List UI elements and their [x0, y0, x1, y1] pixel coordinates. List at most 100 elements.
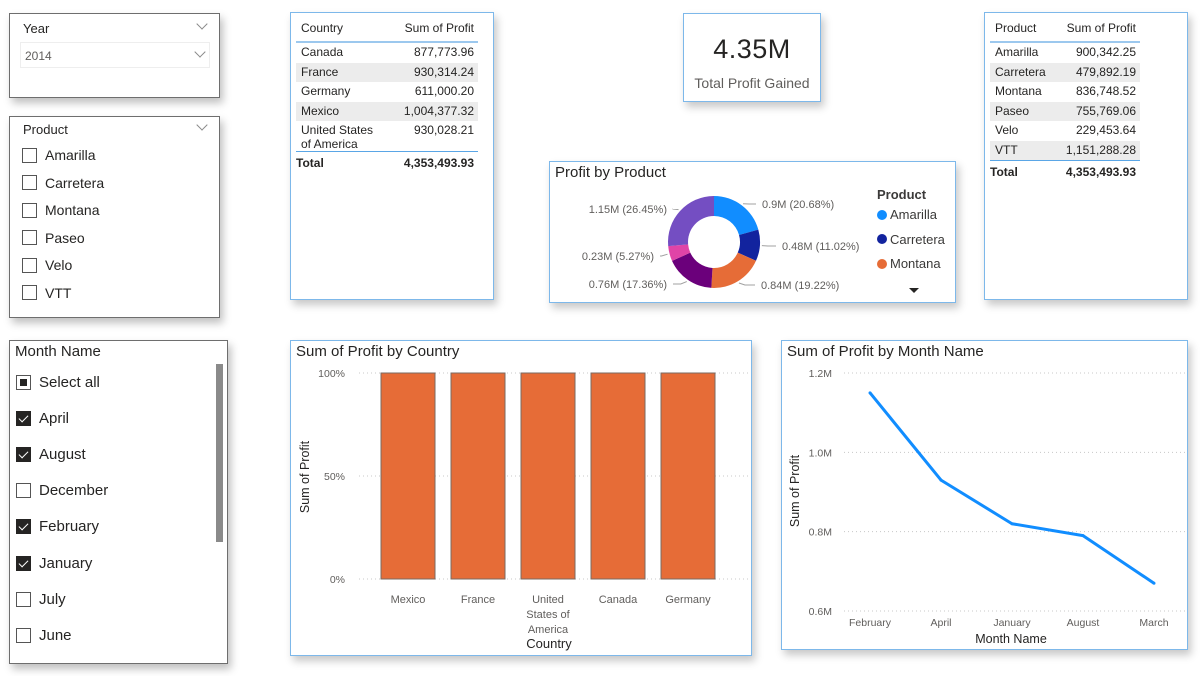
month-option[interactable]: December: [16, 481, 108, 501]
chevron-down-icon: [194, 46, 206, 58]
bar-germany[interactable]: [660, 372, 716, 580]
table-row: Montana 836,748.52: [990, 82, 1140, 102]
data-point[interactable]: [1081, 534, 1085, 538]
donut-slice-amarilla[interactable]: [714, 196, 759, 236]
product-slicer-title: Product: [23, 122, 68, 137]
checkbox[interactable]: [22, 202, 37, 218]
product-option[interactable]: VTT: [22, 283, 71, 303]
line-series[interactable]: [868, 391, 1155, 585]
year-slicer: Year 2014: [9, 13, 220, 98]
y-tick-label: 0%: [330, 574, 345, 586]
product-option[interactable]: Velo: [22, 255, 72, 275]
column-header[interactable]: Sum of Profit: [404, 21, 474, 35]
product-profit-table: Product Sum of Profit Amarilla 900,342.25 Ca…: [984, 12, 1188, 300]
checkbox[interactable]: [22, 147, 37, 163]
checkbox[interactable]: [16, 627, 31, 643]
table-row: Velo 229,453.64: [990, 121, 1140, 141]
month-option[interactable]: June: [16, 625, 72, 645]
year-dropdown[interactable]: 2014: [20, 42, 210, 68]
y-tick-label: 50%: [324, 471, 345, 483]
month-option[interactable]: February: [16, 517, 99, 537]
checkbox[interactable]: [16, 483, 31, 499]
table-row: Germany 611,000.20: [296, 82, 478, 102]
chart-title: Profit by Product: [555, 164, 666, 181]
chevron-down-icon[interactable]: [196, 18, 208, 30]
select-all-option[interactable]: Select all: [16, 372, 100, 392]
table-row: Mexico 1,004,377.32: [296, 101, 478, 121]
donut-slice-vtt[interactable]: [668, 196, 714, 247]
x-tick-label: March: [1139, 617, 1168, 629]
row-label: Canada: [301, 45, 344, 59]
checkbox[interactable]: [16, 519, 31, 535]
row-label: Amarilla: [995, 45, 1039, 59]
table-row: Canada 877,773.96: [296, 43, 478, 63]
row-label: Carretera: [995, 64, 1046, 79]
row-label: United States of America: [301, 123, 374, 151]
month-option[interactable]: August: [16, 444, 86, 464]
donut-slice-paseo[interactable]: [672, 252, 713, 288]
bar-united-states-of-america[interactable]: [520, 372, 576, 580]
checkbox[interactable]: [22, 230, 37, 245]
total-value: 4,353,493.93: [403, 155, 474, 170]
chevron-down-icon[interactable]: [196, 119, 208, 131]
checkbox[interactable]: [22, 257, 37, 273]
column-header[interactable]: Country: [301, 21, 344, 35]
data-point[interactable]: [939, 478, 943, 482]
y-tick-label: 0.8M: [809, 527, 832, 539]
checkbox[interactable]: [16, 410, 31, 426]
legend-item[interactable]: Montana: [877, 256, 941, 271]
table-row: Paseo 755,769.06: [990, 101, 1140, 121]
legend-item[interactable]: Carretera: [877, 232, 945, 247]
x-tick-label: February: [849, 617, 892, 629]
profit-by-product-chart: Profit by Product 0.9M (20.68%) 0.48M (11…: [549, 161, 956, 303]
option-label: Velo: [45, 257, 73, 273]
legend-label: Amarilla: [890, 207, 937, 222]
checkbox[interactable]: [16, 555, 31, 571]
kpi-value: 4.35M: [713, 34, 791, 64]
donut-slice-velo[interactable]: [668, 244, 691, 261]
data-point[interactable]: [1010, 522, 1014, 526]
product-option[interactable]: Amarilla: [22, 145, 96, 165]
scrollbar[interactable]: [216, 364, 223, 542]
donut-slice-montana[interactable]: [711, 252, 756, 288]
total-label: Total: [296, 155, 324, 170]
total-value: 4,353,493.93: [1065, 164, 1136, 179]
profit-by-country-chart: Sum of Profit by Country 0% 50% 100% Mexico…: [290, 340, 752, 656]
product-option[interactable]: Paseo: [22, 228, 85, 248]
data-point[interactable]: [868, 391, 872, 395]
column-header[interactable]: Sum of Profit: [1066, 21, 1136, 35]
bar-mexico[interactable]: [380, 372, 436, 580]
checkbox[interactable]: [16, 591, 31, 607]
checkbox[interactable]: [22, 285, 37, 300]
checkbox[interactable]: [16, 446, 31, 462]
leader-line: [660, 253, 668, 257]
row-label: Mexico: [301, 103, 340, 118]
legend-item[interactable]: Amarilla: [877, 207, 937, 222]
legend-scroll-down-icon[interactable]: [909, 288, 919, 293]
checkbox[interactable]: [16, 374, 31, 390]
data-label: 0.23M (5.27%): [582, 251, 654, 263]
y-axis-title: Sum of Profit: [788, 454, 802, 527]
data-label: 0.48M (11.02%): [782, 241, 859, 253]
bar-canada[interactable]: [590, 372, 646, 580]
month-option[interactable]: July: [16, 589, 66, 609]
data-point[interactable]: [1152, 581, 1156, 585]
product-option[interactable]: Montana: [22, 200, 99, 220]
donut-slice-carretera[interactable]: [737, 229, 760, 261]
chart-title: Sum of Profit by Month Name: [787, 343, 984, 360]
column-header[interactable]: Product: [995, 21, 1037, 35]
leader-line: [673, 281, 687, 285]
y-axis-title: Sum of Profit: [298, 440, 312, 513]
product-option[interactable]: Carretera: [22, 173, 104, 193]
row-value: 611,000.20: [414, 84, 474, 98]
y-tick-label: 0.6M: [809, 606, 832, 618]
month-option[interactable]: April: [16, 408, 69, 428]
option-label: April: [39, 409, 70, 427]
bar-france[interactable]: [450, 372, 506, 580]
month-option[interactable]: January: [16, 553, 92, 573]
year-slicer-title: Year: [23, 21, 50, 36]
total-row: Total 4,353,493.93: [296, 151, 478, 173]
option-label: January: [39, 554, 93, 572]
checkbox[interactable]: [22, 175, 37, 190]
x-axis-title: Month Name: [975, 632, 1047, 646]
